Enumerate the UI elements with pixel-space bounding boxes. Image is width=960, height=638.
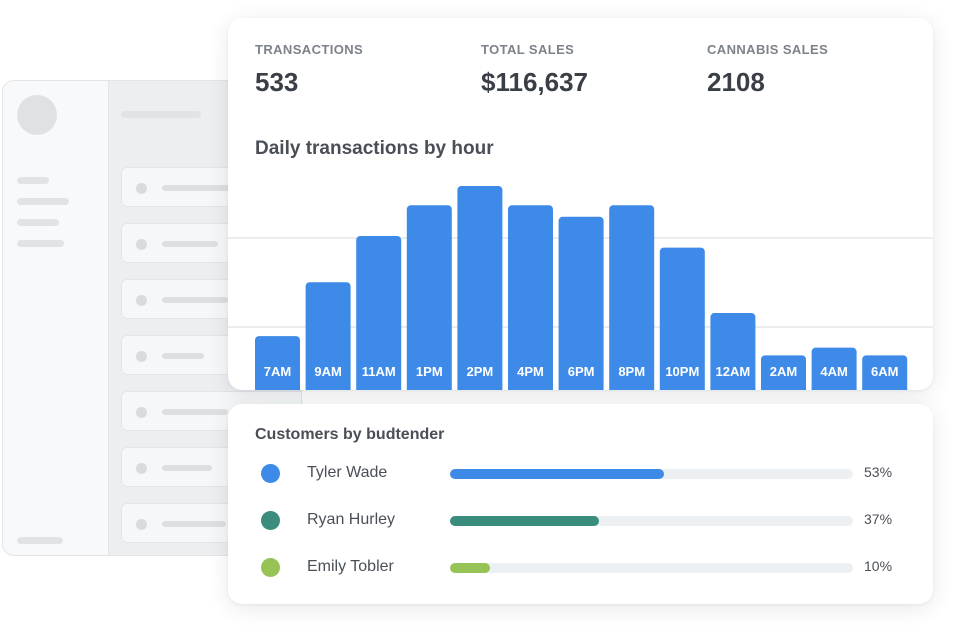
bar-label: 8PM xyxy=(618,364,645,379)
sidebar-placeholder-line xyxy=(17,219,59,226)
bar-8pm xyxy=(609,205,655,390)
progress-track xyxy=(450,516,853,526)
budtender-row: Tyler Wade 53% xyxy=(228,458,933,488)
bar-label: 6AM xyxy=(871,364,898,379)
bar-2am xyxy=(761,355,806,390)
sidebar-placeholder-line xyxy=(17,537,63,544)
stat-label: CANNABIS SALES xyxy=(707,42,829,57)
progress-fill xyxy=(450,516,600,526)
budtender-percent: 53% xyxy=(864,464,893,480)
bar-6am xyxy=(862,355,908,390)
bar-label: 2AM xyxy=(770,364,797,379)
progress-fill xyxy=(450,563,491,573)
transactions-card: TRANSACTIONS 533 TOTAL SALES $116,637 CA… xyxy=(228,18,933,390)
bar-label: 7AM xyxy=(264,364,291,379)
bar-6pm xyxy=(558,216,604,390)
budtender-name: Ryan Hurley xyxy=(307,511,396,528)
chart-title: Daily transactions by hour xyxy=(255,138,494,159)
bar-label: 12AM xyxy=(716,364,751,379)
bar-9am xyxy=(305,282,351,390)
budtender-card: Customers by budtender Tyler Wade 53% Ry… xyxy=(228,404,933,604)
progress-track xyxy=(450,469,853,479)
bar-label: 1PM xyxy=(416,364,443,379)
color-dot-icon xyxy=(261,511,280,530)
bar-label: 9AM xyxy=(314,364,341,379)
color-dot-icon xyxy=(261,558,280,577)
bar-11am xyxy=(356,236,402,390)
stat-label: TRANSACTIONS xyxy=(255,42,364,57)
budtender-percent: 10% xyxy=(864,558,893,574)
bar-label: 6PM xyxy=(568,364,595,379)
transactions-bar-chart: 7AM 9AM 11AM 1PM 2PM 4PM 6PM 8PM 10PM 12AM 2AM 4AM 6… xyxy=(228,186,933,390)
avatar xyxy=(17,95,57,135)
bar-1pm xyxy=(406,205,452,390)
budtender-title: Customers by budtender xyxy=(255,426,445,443)
header-placeholder-line xyxy=(121,111,201,118)
stat-total-sales: TOTAL SALES $116,637 xyxy=(481,42,588,98)
bar-label: 2PM xyxy=(467,364,494,379)
bar-4am xyxy=(811,347,857,390)
bar-label: 4AM xyxy=(820,364,847,379)
bar-12am xyxy=(710,313,756,390)
bar-label: 4PM xyxy=(517,364,544,379)
bar-7am xyxy=(255,336,300,390)
budtender-row: Emily Tobler 10% xyxy=(228,552,933,582)
color-dot-icon xyxy=(261,464,280,483)
budtender-name: Emily Tobler xyxy=(307,558,394,575)
stat-value: $116,637 xyxy=(481,67,589,97)
stat-value: 2108 xyxy=(707,67,765,97)
bar-label: 11AM xyxy=(362,364,396,379)
bar-label: 10PM xyxy=(665,364,699,379)
sidebar-placeholder-line xyxy=(17,240,64,247)
sidebar-placeholder-line xyxy=(17,198,69,205)
progress-fill xyxy=(450,469,664,479)
stat-transactions: TRANSACTIONS 533 xyxy=(255,42,363,98)
bar-10pm xyxy=(659,247,705,390)
stat-value: 533 xyxy=(255,67,299,97)
sidebar-placeholder-line xyxy=(17,177,49,184)
budtender-name: Tyler Wade xyxy=(307,464,388,481)
progress-track xyxy=(450,563,853,573)
bar-2pm xyxy=(457,186,503,390)
stat-cannabis-sales: CANNABIS SALES 2108 xyxy=(707,42,828,98)
stat-label: TOTAL SALES xyxy=(481,42,575,57)
background-sidebar xyxy=(3,81,109,555)
budtender-row: Ryan Hurley 37% xyxy=(228,505,933,535)
budtender-percent: 37% xyxy=(864,511,893,527)
bar-4pm xyxy=(508,205,553,390)
